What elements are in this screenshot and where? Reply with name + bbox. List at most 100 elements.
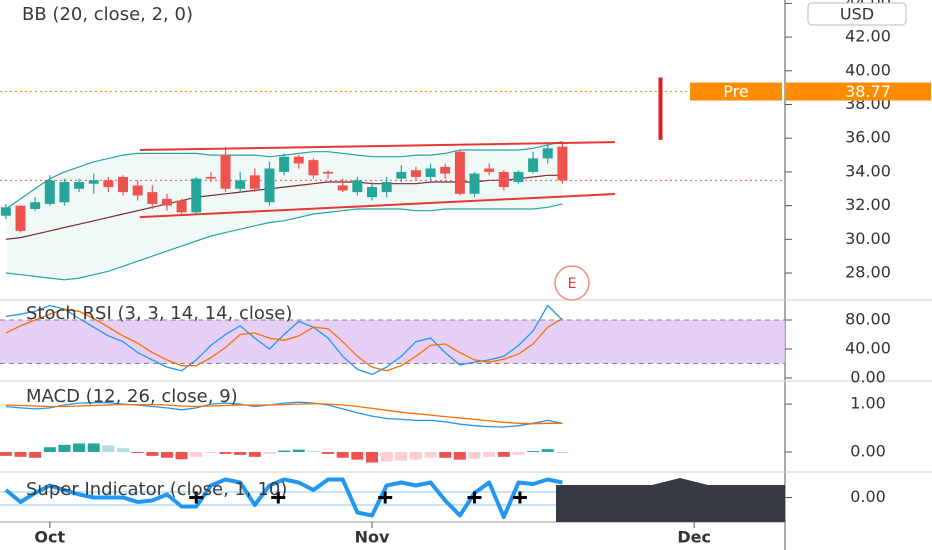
y-tick-label: 0.00 <box>850 368 886 387</box>
candle-body <box>352 180 363 193</box>
y-tick-label: 1.00 <box>850 394 886 413</box>
trendline <box>139 192 616 219</box>
histogram-bar <box>453 452 466 460</box>
cross-marker <box>271 491 286 504</box>
cross-marker <box>378 491 393 504</box>
candle-body <box>118 176 129 193</box>
histogram-bar <box>439 452 452 458</box>
candle-body <box>235 180 246 189</box>
candle-body <box>249 175 260 189</box>
y-tick-label: 30.00 <box>845 229 891 248</box>
candle-body <box>161 198 172 206</box>
histogram-bar <box>483 452 496 457</box>
histogram-bar <box>43 447 56 453</box>
histogram-bar <box>380 452 393 462</box>
candle-body <box>30 202 41 209</box>
stoch-band <box>0 319 785 364</box>
cross-marker <box>467 491 482 504</box>
y-tick-label: 36.00 <box>845 128 891 147</box>
candle-body <box>440 166 451 174</box>
histogram-bar <box>131 452 144 454</box>
x-tick-label: Dec <box>677 528 711 547</box>
y-tick-label: 28.00 <box>845 263 891 282</box>
y-tick-label: 40.00 <box>845 338 891 357</box>
histogram-bar <box>322 452 335 454</box>
candle-body <box>469 173 480 194</box>
histogram-bar <box>263 452 276 454</box>
y-tick-label: 0.00 <box>850 487 886 506</box>
candle-body <box>279 156 290 172</box>
histogram-bar <box>307 451 320 453</box>
candle-body <box>308 160 319 176</box>
pane-title: Stoch RSI (3, 3, 14, 14, close) <box>26 303 292 324</box>
candle-body <box>220 155 231 189</box>
histogram-bar <box>29 452 42 458</box>
earnings-marker[interactable] <box>554 265 590 301</box>
indicator-line <box>4 477 563 519</box>
indicator-line <box>5 304 563 376</box>
candle-body <box>59 182 70 203</box>
histogram-bar <box>527 451 540 453</box>
candle-body <box>293 156 304 164</box>
candle-body <box>484 168 495 172</box>
pane-title: BB (20, close, 2, 0) <box>22 4 193 25</box>
y-tick-label: 0.00 <box>850 442 886 461</box>
y-tick-label: 80.00 <box>845 309 891 328</box>
candle-body <box>0 207 11 216</box>
pre-market-tag <box>690 82 782 101</box>
histogram-bar <box>190 452 203 457</box>
band-lower <box>5 203 563 281</box>
x-tick-label: Nov <box>355 528 390 547</box>
indicator-line <box>5 308 563 372</box>
trendline <box>139 141 616 151</box>
histogram-bar <box>14 452 27 457</box>
candle-body <box>323 171 334 174</box>
histogram-bar <box>248 452 261 457</box>
candle-body <box>528 158 539 172</box>
candle-body <box>454 151 465 194</box>
histogram-bar <box>278 450 291 453</box>
earnings-label: E <box>568 276 577 292</box>
histogram-bar <box>234 452 247 455</box>
y-tick-label: 32.00 <box>845 195 891 214</box>
histogram-bar <box>512 452 525 455</box>
candle-body <box>44 180 55 204</box>
currency: USD <box>840 5 874 24</box>
indicator-line <box>5 401 563 428</box>
y-tick-label: 34.00 <box>845 161 891 180</box>
candle-body <box>74 182 85 189</box>
candle-body <box>542 148 553 159</box>
candle-body <box>205 176 216 179</box>
histogram-bar <box>395 452 408 461</box>
pane-title: MACD (12, 26, close, 9) <box>26 386 238 407</box>
histogram-bar <box>468 452 481 459</box>
y-tick-label: 42.00 <box>845 27 891 46</box>
price-tag-label: 38.77 <box>845 82 891 101</box>
candle-body <box>366 187 377 198</box>
histogram-bar <box>424 452 437 458</box>
overlay-peak <box>648 478 712 486</box>
candle-body <box>264 168 275 203</box>
candle-body <box>381 182 392 193</box>
candle-body <box>15 205 26 231</box>
histogram-bar <box>146 452 159 456</box>
cross-marker <box>512 491 527 504</box>
y-tick-label: 40.00 <box>845 60 891 79</box>
candle-body <box>425 168 436 177</box>
histogram-bar <box>292 449 305 453</box>
candle-body <box>557 146 568 181</box>
histogram-bar <box>409 452 422 460</box>
candle-body <box>396 171 407 179</box>
histogram-bar <box>556 452 569 454</box>
price-tag <box>786 82 931 101</box>
histogram-bar <box>541 449 554 453</box>
histogram-bar <box>87 443 100 453</box>
candle-body <box>88 180 99 184</box>
histogram-bar <box>117 448 130 453</box>
currency-box[interactable] <box>807 2 907 26</box>
candle-body <box>410 170 421 177</box>
histogram-bar <box>0 452 12 456</box>
